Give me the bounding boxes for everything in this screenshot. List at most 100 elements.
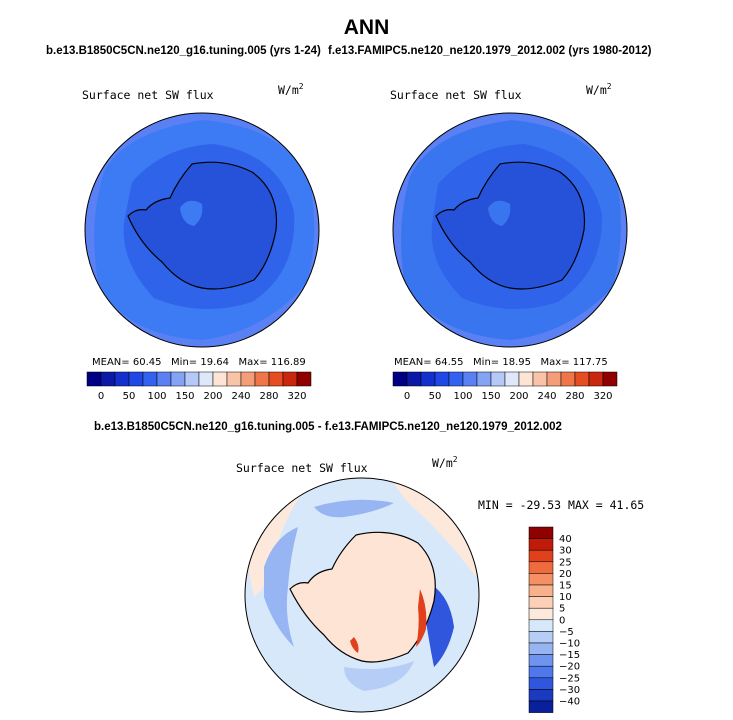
colorbar-0-swatch-3 (128, 371, 144, 387)
left-panel-units: W/m2 (278, 82, 304, 97)
colorbar-2-tick-label: 20 (559, 569, 572, 580)
right-map-antarctica (435, 161, 586, 290)
left-stats: MEAN= 60.45 Min= 19.64 Max= 116.89 (92, 357, 306, 368)
colorbar-0-swatch-7 (184, 371, 200, 387)
colorbar-2-swatch-7 (528, 607, 554, 621)
colorbar-2-tick-label: −20 (559, 662, 580, 673)
colorbar-2-tick-label: −40 (559, 697, 580, 708)
right-map-border (392, 112, 628, 348)
colorbar-0-swatch-15 (296, 371, 312, 387)
right-case-title: f.e13.FAMIPC5.ne120_ne120.1979_2012.002 … (328, 45, 652, 57)
colorbar-2-swatch-14 (528, 689, 554, 702)
right-map (392, 112, 628, 348)
colorbar-2-tick-label: −30 (559, 685, 580, 696)
colorbar-2-tick-label: 40 (559, 534, 572, 545)
colorbar-1-swatch-14 (588, 371, 604, 387)
colorbar-2-swatch-6 (528, 596, 554, 609)
colorbar-1-swatch-6 (476, 371, 492, 387)
diff-title: b.e13.B1850C5CN.ne120_g16.tuning.005 - f… (94, 421, 562, 433)
colorbar-1-swatch-11 (546, 371, 562, 387)
colorbar-1-tick-label: 100 (453, 391, 472, 402)
colorbar-0-tick-label: 100 (147, 391, 166, 402)
diff-map-positive-patch-2 (394, 483, 478, 577)
left-panel-title: Surface net SW flux (82, 88, 214, 102)
colorbar-2-swatch-2 (528, 549, 554, 563)
diff-map-positive-coast-2 (350, 637, 359, 653)
left-map-antarctica (127, 161, 278, 290)
colorbar-0-tick-label: 0 (98, 391, 104, 402)
colorbar-0-swatch-14 (282, 371, 298, 387)
colorbar-0-swatch-6 (170, 371, 186, 387)
diff-map-negative-band (264, 527, 298, 647)
colorbar-1-swatch-12 (560, 371, 576, 387)
right-panel-units: W/m2 (586, 82, 612, 97)
colorbar-0-swatch-2 (114, 371, 130, 387)
colorbar-1-swatch-5 (462, 371, 478, 387)
diff-map-negative-band-2 (314, 499, 394, 518)
colorbar-1-swatch-2 (420, 371, 436, 387)
diff-map-positive-coast (416, 589, 427, 647)
colorbar-0-swatch-8 (198, 371, 214, 387)
colorbar-2-swatch-0 (528, 526, 554, 539)
colorbar-2-swatch-9 (528, 631, 554, 644)
colorbar-2-tick-label: 30 (559, 546, 572, 557)
colorbar-2-tick-label: 10 (559, 592, 572, 603)
left-map (84, 112, 320, 348)
colorbar-2-swatch-15 (528, 700, 554, 713)
left-map-ice-shelf (180, 200, 203, 226)
colorbar-1-swatch-4 (448, 371, 464, 387)
colorbar-0-tick-label: 320 (287, 391, 306, 402)
diff-map-negative-band-3 (344, 661, 414, 691)
colorbar-2-swatch-10 (528, 642, 554, 655)
diff-map-antarctica (289, 531, 436, 663)
colorbar-2-tick-label: 25 (559, 557, 572, 568)
diff-panel-title: Surface net SW flux (236, 461, 368, 475)
colorbar-0-tick-label: 150 (175, 391, 194, 402)
colorbar-1-swatch-15 (602, 371, 618, 387)
colorbar-0-swatch-10 (226, 371, 242, 387)
colorbar-2-tick-label: −25 (559, 673, 580, 684)
colorbar-2-tick-label: 0 (559, 615, 565, 626)
colorbar-2-swatch-3 (528, 561, 554, 574)
diff-map (244, 477, 480, 713)
colorbar-1-swatch-3 (434, 371, 450, 387)
colorbar-1-tick-label: 200 (509, 391, 528, 402)
colorbar-2-swatch-1 (528, 538, 554, 551)
colorbar-2-tick-label: 5 (559, 604, 565, 615)
right-stats: MEAN= 64.55 Min= 18.95 Max= 117.75 (394, 357, 608, 368)
colorbar-0-swatch-1 (100, 371, 116, 387)
diff-panel-units: W/m2 (432, 455, 458, 470)
colorbar-0-tick-label: 200 (203, 391, 222, 402)
right-colorbar: 0 50 100 150 200 240 280 320 (392, 371, 618, 402)
colorbar-0-tick-label: 280 (259, 391, 278, 402)
colorbar-2-swatch-13 (528, 677, 554, 690)
colorbar-1-tick-label: 0 (404, 391, 410, 402)
colorbar-1-swatch-1 (406, 371, 422, 387)
diff-stats: MIN = -29.53 MAX = 41.65 (478, 498, 645, 512)
colorbar-0-swatch-4 (142, 371, 158, 387)
colorbar-0-swatch-5 (156, 371, 172, 387)
colorbar-1-tick-label: 240 (537, 391, 556, 402)
colorbar-1-swatch-9 (518, 371, 534, 387)
colorbar-1-tick-label: 320 (593, 391, 612, 402)
colorbar-2-swatch-4 (528, 573, 554, 586)
colorbar-1-swatch-0 (392, 371, 408, 387)
colorbar-0-swatch-13 (268, 371, 284, 387)
colorbar-2-tick-label: −10 (559, 639, 580, 650)
colorbar-0-swatch-11 (240, 371, 256, 387)
diff-map-border (244, 477, 480, 713)
colorbar-2-swatch-11 (528, 654, 554, 667)
colorbar-1-tick-label: 150 (481, 391, 500, 402)
colorbar-0-tick-label: 240 (231, 391, 250, 402)
left-colorbar: 0 50 100 150 200 240 280 320 (86, 371, 312, 402)
colorbar-1-tick-label: 280 (565, 391, 584, 402)
colorbar-2-tick-label: −5 (559, 627, 574, 638)
colorbar-0-swatch-9 (212, 371, 228, 387)
colorbar-1-swatch-10 (532, 371, 548, 387)
colorbar-2-swatch-8 (528, 619, 554, 632)
colorbar-2-tick-label: 15 (559, 581, 572, 592)
main-title: ANN (343, 16, 390, 39)
left-map-border (84, 112, 320, 348)
colorbar-1-tick-label: 50 (429, 391, 442, 402)
